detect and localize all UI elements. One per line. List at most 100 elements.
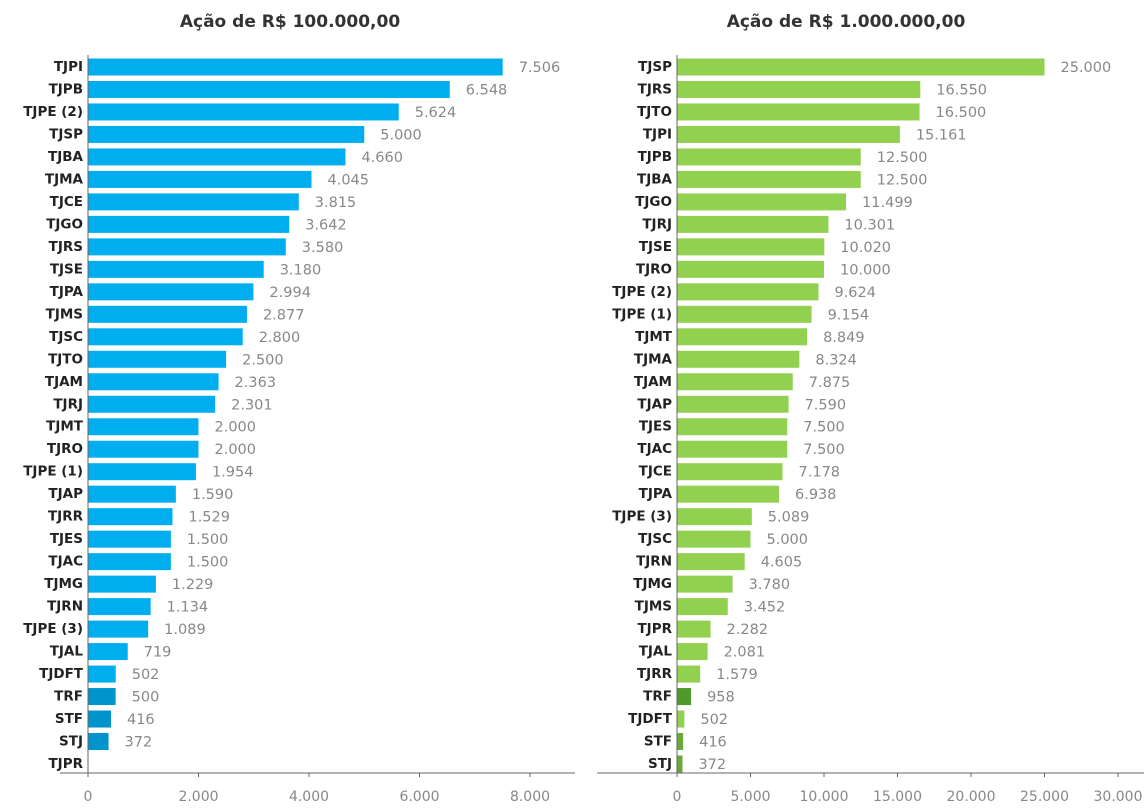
bar [677, 485, 779, 503]
category-label: TJPE (1) [23, 464, 83, 480]
value-label: 12.500 [877, 172, 928, 188]
bar [88, 710, 111, 728]
bar [677, 688, 692, 706]
value-label: 10.301 [844, 217, 895, 233]
bar [677, 193, 847, 211]
value-label: 8.324 [815, 352, 857, 368]
value-label: 6.548 [466, 82, 508, 98]
bar [88, 418, 199, 436]
value-label: 372 [125, 735, 153, 751]
category-label: TJSC [638, 531, 672, 547]
value-label: 2.301 [231, 397, 273, 413]
value-label: 2.000 [215, 442, 257, 458]
category-label: STJ [59, 734, 83, 750]
bar [88, 665, 116, 683]
category-label: TJPB [49, 81, 83, 97]
value-label: 16.550 [936, 82, 987, 98]
x-tick-label: 8.000 [510, 789, 550, 805]
category-label: TJMT [46, 419, 84, 435]
bar [677, 710, 685, 728]
value-label: 2.994 [269, 285, 311, 301]
category-label: TJMS [46, 306, 83, 322]
value-label: 4.045 [327, 172, 369, 188]
category-label: TJRS [49, 239, 83, 255]
value-label: 416 [127, 712, 155, 728]
bar [88, 530, 171, 548]
value-label: 1.954 [212, 465, 254, 481]
bar [88, 80, 450, 98]
bar [677, 755, 683, 773]
value-label: 2.500 [242, 352, 284, 368]
category-label: TJPE (3) [23, 621, 83, 637]
category-label: TJAC [48, 554, 83, 570]
value-label: 502 [700, 712, 728, 728]
bar [88, 170, 312, 188]
bar [88, 463, 196, 481]
bar [677, 733, 684, 751]
bar [677, 148, 861, 166]
value-label: 3.180 [280, 262, 322, 278]
category-label: TJGO [46, 216, 83, 232]
value-label: 502 [132, 667, 160, 683]
value-label: 25.000 [1061, 60, 1112, 76]
value-label: 7.178 [799, 465, 841, 481]
category-label: TJMS [635, 599, 672, 615]
value-label: 9.154 [828, 307, 870, 323]
value-label: 2.800 [259, 330, 301, 346]
bar [677, 58, 1045, 76]
category-label: STF [55, 711, 83, 727]
bar [88, 688, 116, 706]
category-label: TJES [50, 531, 83, 547]
bar [88, 260, 264, 278]
bar [88, 58, 503, 76]
bar [677, 418, 788, 436]
category-label: STJ [648, 756, 672, 772]
bar [88, 103, 399, 121]
bar [88, 238, 286, 256]
bar [677, 305, 812, 323]
category-label: TJTO [637, 104, 672, 120]
bar [677, 260, 824, 278]
bar [677, 125, 900, 143]
category-label: TJAP [637, 396, 672, 412]
category-label: TJAC [637, 441, 672, 457]
bar [88, 643, 128, 661]
category-label: TJMT [635, 329, 673, 345]
x-tick-label: 0 [673, 789, 682, 805]
category-label: TJRN [636, 554, 672, 570]
chart-title: Ação de R$ 100.000,00 [180, 12, 400, 32]
value-label: 7.875 [809, 375, 851, 391]
x-tick-label: 15.000 [873, 789, 922, 805]
bar [677, 103, 920, 121]
bar [677, 170, 861, 188]
category-label: TRF [643, 689, 672, 705]
category-label: TJTO [48, 351, 83, 367]
value-label: 5.624 [415, 105, 457, 121]
bar [88, 148, 346, 166]
category-label: TJCE [639, 464, 672, 480]
category-label: TJPI [54, 59, 83, 75]
value-label: 5.089 [768, 510, 810, 526]
value-label: 372 [698, 757, 726, 773]
value-label: 3.642 [305, 217, 347, 233]
bar [88, 305, 247, 323]
category-label: TJCE [50, 194, 83, 210]
value-label: 12.500 [877, 150, 928, 166]
value-label: 416 [699, 735, 727, 751]
bar [88, 283, 254, 301]
bar [88, 373, 219, 391]
value-label: 10.000 [840, 262, 891, 278]
category-label: TRF [54, 689, 83, 705]
category-label: TJDFT [39, 666, 84, 682]
category-label: TJSE [50, 261, 83, 277]
bar [677, 440, 788, 458]
bar [677, 350, 800, 368]
bar [677, 643, 708, 661]
bar [677, 530, 751, 548]
bar [677, 215, 829, 233]
value-label: 15.161 [916, 127, 967, 143]
category-label: TJAP [48, 486, 83, 502]
value-label: 11.499 [862, 195, 913, 211]
x-tick-label: 30.000 [1094, 789, 1143, 805]
